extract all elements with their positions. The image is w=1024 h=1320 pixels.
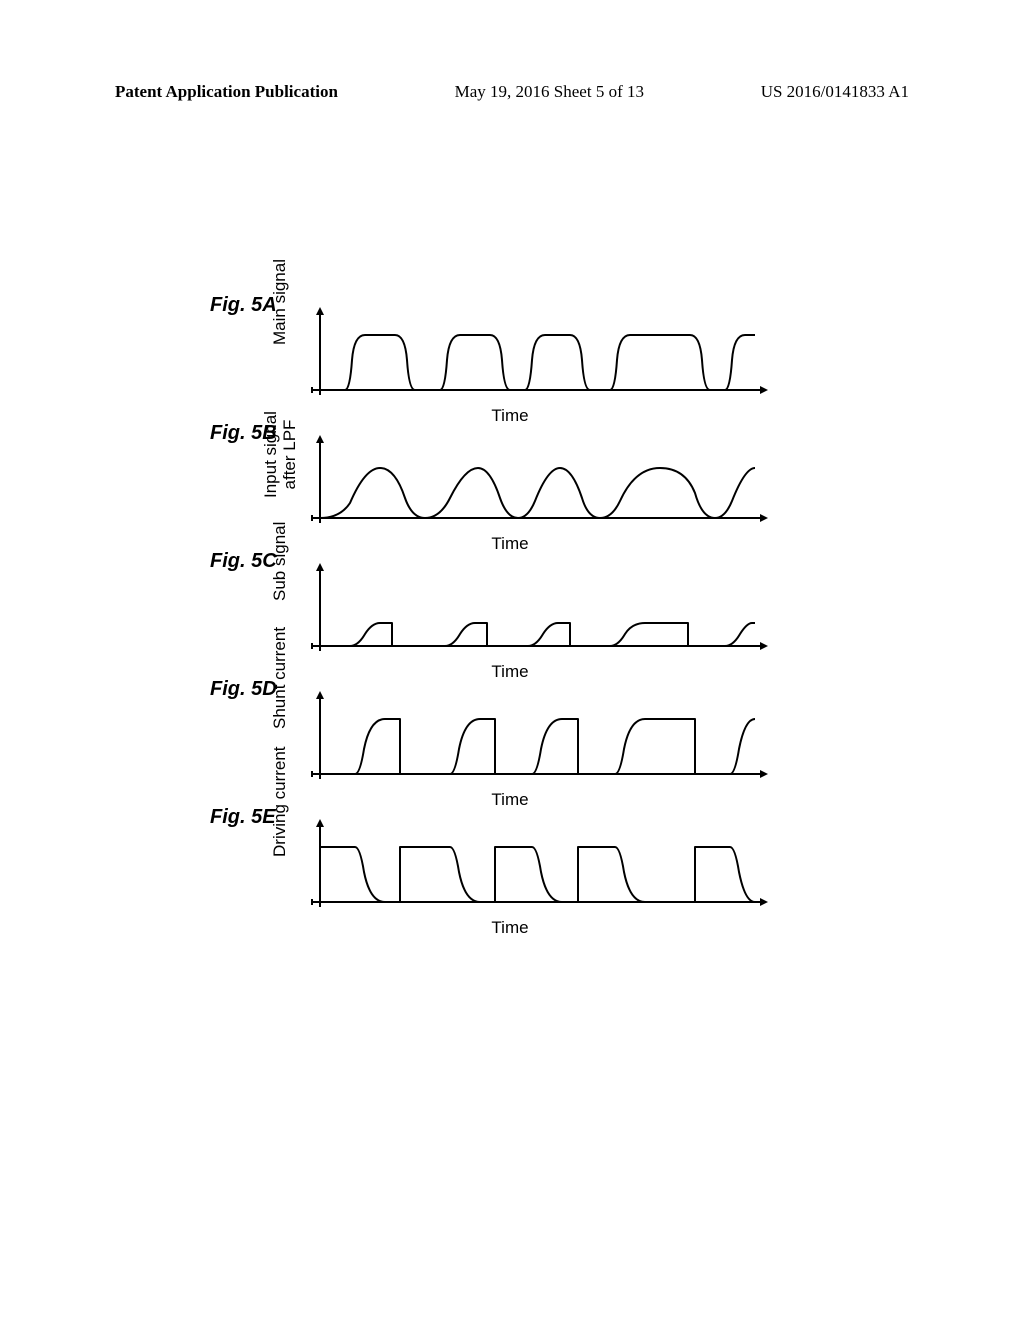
chart-svg [300,433,770,533]
header-center: May 19, 2016 Sheet 5 of 13 [455,82,644,102]
y-axis-label: Main signal [270,259,290,345]
waveform [320,847,755,902]
y-axis-label: Shunt current [270,627,290,729]
figure-label: Fig. 5E [210,806,276,829]
waveform [320,468,755,518]
header-right: US 2016/0141833 A1 [761,82,909,102]
figure-label: Fig. 5D [210,678,277,701]
chart-svg [300,689,770,789]
figure-label: Fig. 5A [210,294,277,317]
x-axis-label: Time [491,406,528,426]
fig-5d: Fig. 5DShunt currentTime [240,684,780,812]
y-axis-label: Driving current [270,746,290,857]
fig-5c: Fig. 5CSub signalTime [240,556,780,684]
chart-svg [300,817,770,917]
header-left: Patent Application Publication [115,82,338,102]
fig-5a: Fig. 5AMain signalTime [240,300,780,428]
y-axis-label: Input signalafter LPF [262,411,299,498]
chart-svg [300,305,770,405]
chart-svg [300,561,770,661]
x-axis-label: Time [491,534,528,554]
figures-container: Fig. 5AMain signalTimeFig. 5BInput signa… [240,300,780,940]
x-axis-label: Time [491,790,528,810]
page-header: Patent Application Publication May 19, 2… [115,82,909,102]
fig-5b: Fig. 5BInput signalafter LPFTime [240,428,780,556]
x-axis-label: Time [491,662,528,682]
waveform [320,719,755,774]
x-axis-label: Time [491,918,528,938]
waveform [320,335,755,390]
fig-5e: Fig. 5EDriving currentTime [240,812,780,940]
figure-label: Fig. 5C [210,550,277,573]
y-axis-label: Sub signal [270,522,290,601]
waveform [320,623,755,646]
